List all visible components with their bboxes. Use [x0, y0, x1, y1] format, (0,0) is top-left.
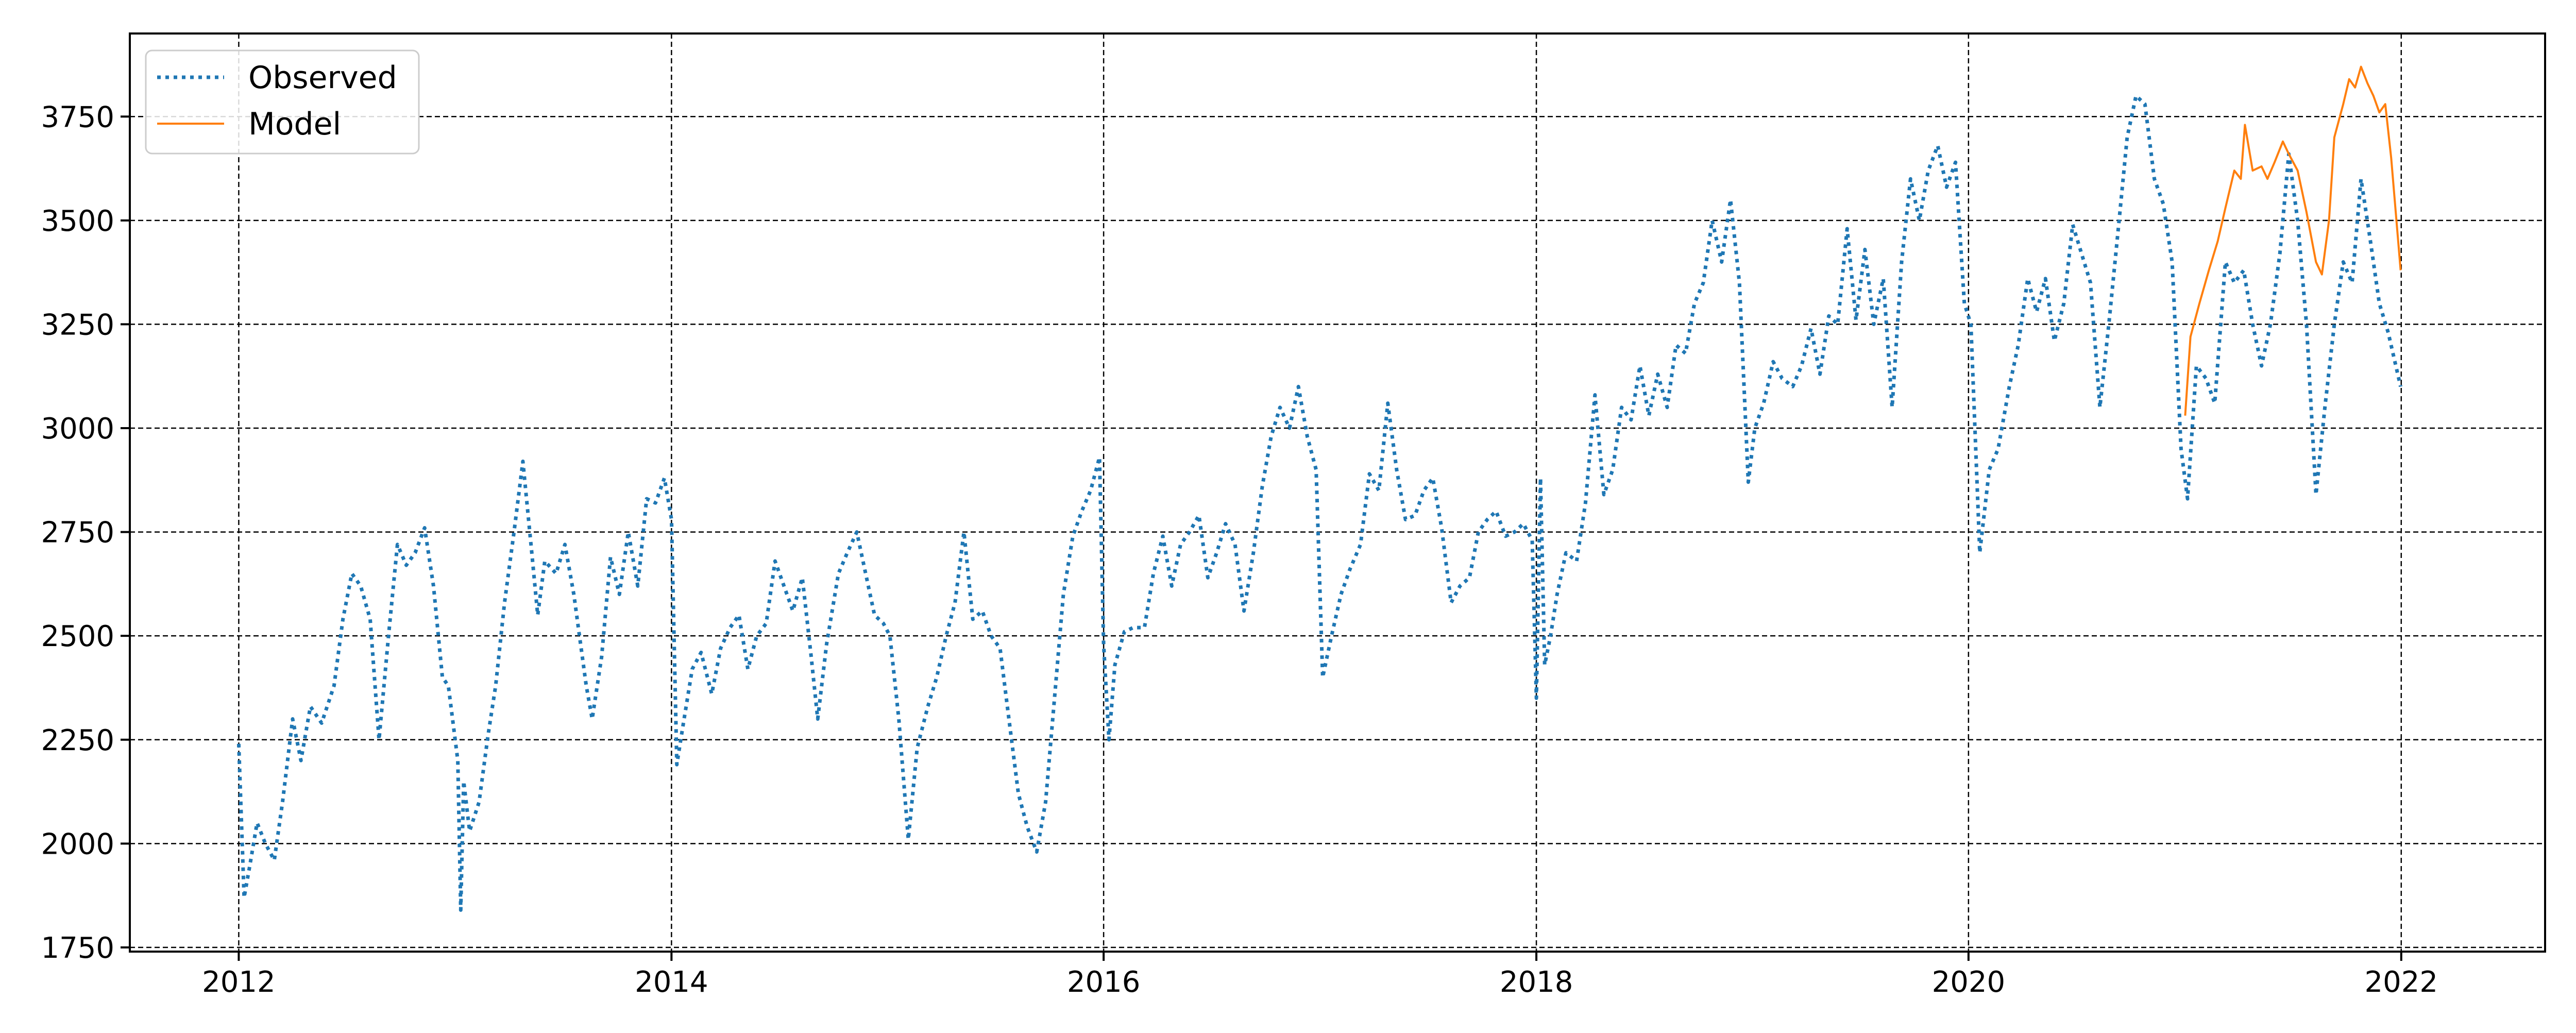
series-lines: [236, 65, 2403, 912]
axis-ticks: 2012 2014 2016 2018 2020 2022 1750 2000 2250 2500…: [41, 100, 2438, 999]
x-tick-label: 2012: [202, 966, 276, 999]
y-tick-label: 3750: [41, 100, 114, 134]
x-tick-label: 2022: [2365, 966, 2438, 999]
y-tick-label: 3000: [41, 412, 114, 446]
grid-lines: [130, 33, 2545, 952]
legend-label-model: Model: [248, 106, 341, 142]
legend-box: [145, 49, 420, 155]
x-tick-label: 2016: [1067, 966, 1141, 999]
y-tick-label: 3250: [41, 308, 114, 342]
y-tick-label: 2000: [41, 827, 114, 861]
y-tick-label: 2500: [41, 620, 114, 653]
y-tick-label: 1750: [41, 932, 114, 965]
x-tick-label: 2020: [1932, 966, 2006, 999]
y-tick-label: 3500: [41, 205, 114, 238]
x-tick-label: 2014: [635, 966, 708, 999]
y-tick-label: 2250: [41, 724, 114, 757]
y-tick-label: 2750: [41, 516, 114, 550]
legend: Observed Model: [145, 49, 420, 155]
plot-area-frame: [129, 32, 2546, 953]
legend-label-observed: Observed: [248, 60, 397, 96]
observed-series-line: [236, 94, 2403, 912]
x-tick-label: 2018: [1500, 966, 1573, 999]
model-series-line: [2184, 65, 2402, 416]
